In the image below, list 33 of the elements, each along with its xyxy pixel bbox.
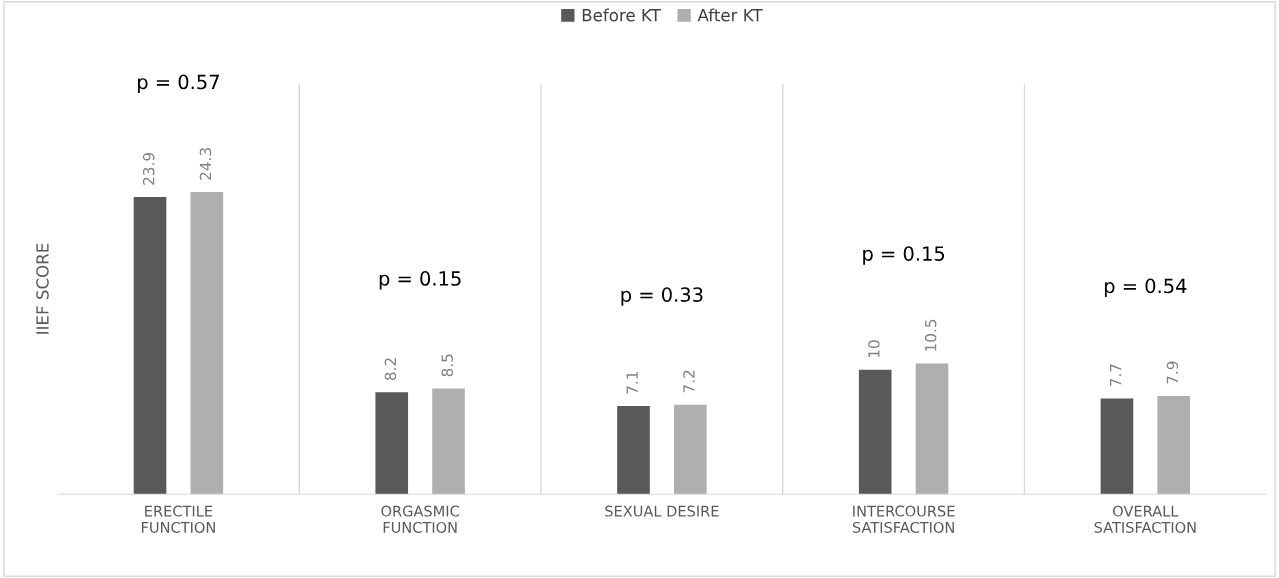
data-label: 10 [868,340,880,358]
x-tick-label: INTERCOURSE SATISFACTION [852,505,955,533]
bar [432,388,465,495]
data-label: 7.2 [683,370,695,393]
annotation: p = 0.15 [863,246,945,265]
bar [133,196,167,495]
x-tick-label: ORGASMIC FUNCTION [381,505,459,533]
annotation: p = 0.33 [621,287,703,306]
annotation: p = 0.15 [379,271,461,290]
data-label: 8.2 [384,358,397,381]
x-tick-label: ERECTILE FUNCTION [141,505,215,533]
bar [915,363,949,495]
data-label: 7.7 [1110,364,1122,387]
data-label: 10.5 [924,319,937,351]
bar [617,405,650,495]
x-tick-label: SEXUAL DESIRE [605,505,719,517]
data-label: 7.1 [626,371,638,394]
legend-label: After KT [697,8,763,22]
annotation: p = 0.54 [1104,278,1187,298]
bar [858,369,892,495]
bar [1157,395,1191,495]
bar [673,404,707,495]
annotation: p = 0.57 [138,74,219,94]
data-label: 24.3 [199,148,212,180]
y-axis-title: IIEF SCORE [36,243,49,334]
bar [190,192,224,495]
data-label: 23.9 [142,152,155,185]
data-label: 8.5 [441,354,453,377]
data-label: 7.9 [1166,361,1179,384]
x-tick-label: OVERALL SATISFACTION [1094,505,1196,533]
bar [375,392,409,495]
bar [1100,398,1134,495]
legend-label: Before KT [582,8,661,22]
